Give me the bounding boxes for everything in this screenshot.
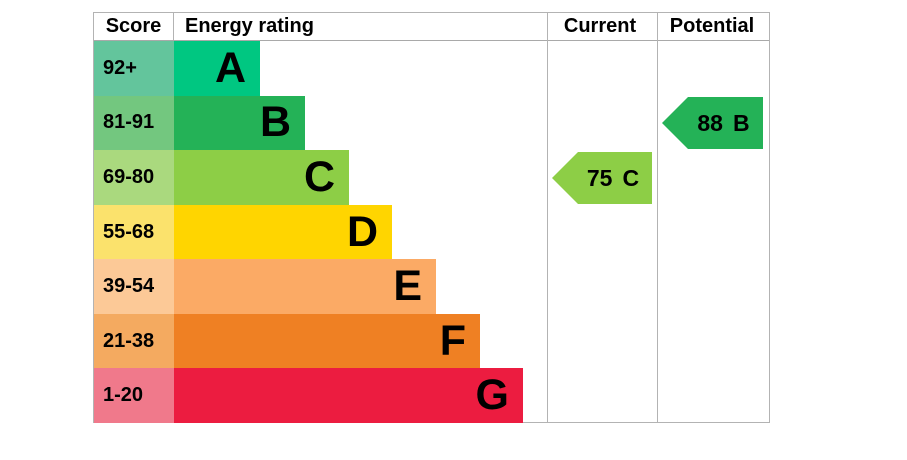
potential-column-header: Potential [669,15,755,37]
band-row-e: 39-54 E [94,259,769,314]
rating-bands: 92+ A 81-91 B 69-80 C 55-68 D 39-54 E 21… [94,41,769,424]
current-column-header: Current [563,15,637,37]
band-row-f: 21-38 F [94,313,769,369]
score-cell: 81-91 [94,95,174,151]
potential-arrow: 88 B [662,97,763,149]
score-column-header: Score [94,13,174,40]
potential-column-divider [657,13,658,422]
current-arrow: 75 C [552,152,652,204]
band-row-b: 81-91 B [94,95,769,151]
band-row-a: 92+ A [94,41,769,96]
band-bar: B [174,95,305,151]
potential-value: 88 [697,109,723,136]
current-band-letter: C [622,164,640,191]
score-cell: 39-54 [94,259,174,314]
score-cell: 55-68 [94,204,174,260]
current-value: 75 [586,164,613,191]
band-row-g: 1-20 G [94,368,769,424]
current-column-divider [547,13,548,422]
band-bar: G [174,368,523,424]
band-bar: E [174,259,436,314]
band-row-c: 69-80 C [94,150,769,205]
score-cell: 21-38 [94,313,174,369]
band-bar: F [174,313,480,369]
score-cell: 69-80 [94,150,174,205]
energy-rating-column-header: Energy rating [185,15,314,37]
band-bar: C [174,150,349,205]
score-cell: 92+ [94,41,174,96]
band-bar: D [174,204,392,260]
potential-band-letter: B [732,109,750,136]
score-cell: 1-20 [94,368,174,424]
band-row-d: 55-68 D [94,204,769,260]
epc-table: Score Energy rating Current Potential 92… [93,12,770,424]
band-bar: A [174,41,260,96]
table-header-row: Score Energy rating Current Potential [94,13,769,41]
